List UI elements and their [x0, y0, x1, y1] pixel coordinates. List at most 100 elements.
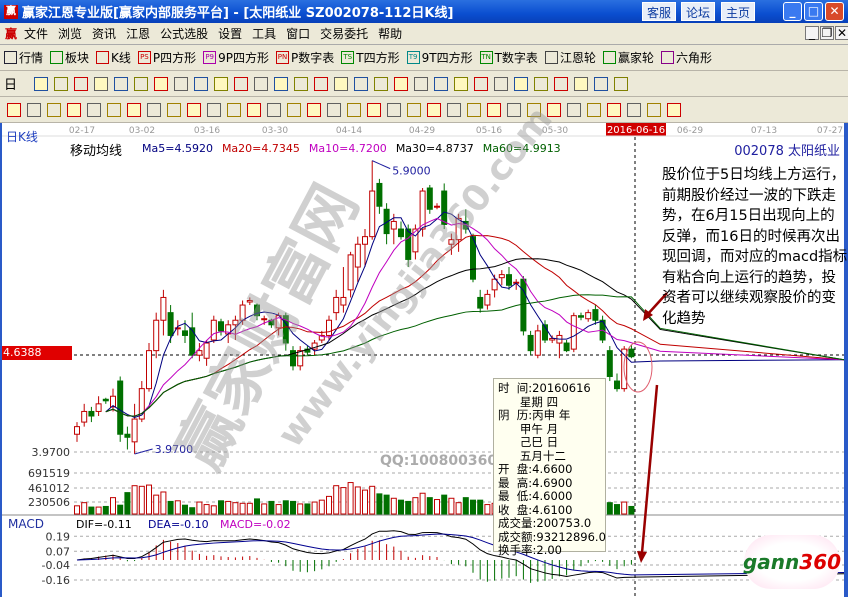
menu-window[interactable]: 窗口 — [286, 27, 311, 41]
tool-icon[interactable] — [647, 102, 661, 117]
tool-icon[interactable] — [374, 76, 389, 91]
tool-icon[interactable] — [74, 76, 89, 91]
toolbar-ts-button[interactable]: TS T四方形 — [341, 49, 400, 66]
tool-icon[interactable] — [367, 102, 381, 117]
tool-icon[interactable] — [627, 102, 641, 117]
tool-icon[interactable] — [34, 76, 49, 91]
menu-browse[interactable]: 浏览 — [58, 27, 83, 41]
tool-icon[interactable] — [447, 102, 461, 117]
tool-icon[interactable] — [534, 76, 549, 91]
tool-icon[interactable] — [387, 102, 401, 117]
menu-tools[interactable]: 工具 — [252, 27, 277, 41]
minimize-icon[interactable]: _ — [783, 2, 802, 21]
mdi-close-icon[interactable]: ✕ — [835, 26, 848, 40]
tool-icon[interactable] — [487, 102, 501, 117]
tool-icon[interactable] — [294, 76, 309, 91]
tool-icon[interactable] — [527, 102, 541, 117]
tool-icon[interactable] — [234, 76, 249, 91]
tool-icon[interactable] — [247, 102, 261, 117]
chart-canvas[interactable]: 02-17 03-02 03-16 03-30 04-14 04-29 05-16 05-30… — [2, 123, 844, 597]
toolbar-wheel2-button[interactable]: 赢家轮 — [602, 49, 654, 66]
tool-icon[interactable] — [454, 76, 469, 91]
tool-icon[interactable] — [467, 102, 481, 117]
tool-icon[interactable] — [434, 76, 449, 91]
tool-icon[interactable] — [94, 76, 109, 91]
tool-icon[interactable] — [127, 102, 141, 117]
tool-icon[interactable] — [494, 76, 509, 91]
toolbar-tn-button[interactable]: TN T数字表 — [479, 49, 538, 66]
tool-icon[interactable] — [394, 76, 409, 91]
tool-icon[interactable] — [307, 102, 321, 117]
tool-icon[interactable] — [214, 76, 229, 91]
homepage-button[interactable]: 主页 — [721, 2, 756, 21]
tool-icon[interactable] — [167, 102, 181, 117]
tool-icon[interactable] — [227, 102, 241, 117]
tool-icon[interactable] — [427, 102, 441, 117]
menu-news[interactable]: 资讯 — [92, 27, 117, 41]
tool-icon[interactable] — [414, 76, 429, 91]
toolbar-hexagon-button[interactable]: 六角形 — [660, 49, 712, 66]
tool-icon[interactable] — [514, 76, 529, 91]
tool-icon[interactable] — [47, 102, 61, 117]
tool-icon[interactable] — [134, 76, 149, 91]
tool-icon[interactable] — [67, 102, 81, 117]
tool-icon[interactable] — [107, 102, 121, 117]
toolbar-kline-button[interactable]: K线 — [96, 49, 131, 66]
tool-icon[interactable] — [614, 76, 629, 91]
tool-icon[interactable] — [407, 102, 421, 117]
menu-settings[interactable]: 设置 — [218, 27, 243, 41]
tool-icon[interactable] — [347, 102, 361, 117]
tool-icon[interactable] — [187, 102, 201, 117]
customer-service-button[interactable]: 客服 — [642, 2, 677, 21]
tool-icon[interactable] — [594, 76, 609, 91]
toolbar-ps-button[interactable]: PS P四方形 — [137, 49, 196, 66]
tool-icon[interactable] — [587, 102, 601, 117]
period-select[interactable]: 日 — [4, 78, 18, 93]
mdi-restore-icon[interactable]: ❐ — [820, 26, 834, 40]
toolbar-blocks-button[interactable]: 板块 — [50, 49, 89, 66]
tool-icon[interactable] — [147, 102, 161, 117]
tool-icon[interactable] — [7, 102, 21, 117]
tool-icon[interactable] — [554, 76, 569, 91]
menu-help[interactable]: 帮助 — [378, 27, 403, 41]
tool-icon[interactable] — [334, 76, 349, 91]
app-menu-icon[interactable]: 赢 — [5, 27, 18, 41]
kline-chart-panel[interactable]: 02-17 03-02 03-16 03-30 04-14 04-29 05-16 05-30… — [0, 123, 848, 597]
tool-icon[interactable] — [194, 76, 209, 91]
toolbar-p9-button[interactable]: P9 9P四方形 — [203, 49, 269, 66]
tool-icon[interactable] — [87, 102, 101, 117]
toolbar-grid-button[interactable]: 行情 — [4, 49, 43, 66]
forum-button[interactable]: 论坛 — [681, 2, 716, 21]
tool-icon[interactable] — [54, 76, 69, 91]
menu-gann[interactable]: 江恩 — [126, 27, 151, 41]
tool-icon[interactable] — [207, 102, 221, 117]
tool-icon[interactable] — [267, 102, 281, 117]
tool-icon[interactable] — [314, 76, 329, 91]
tool-icon[interactable] — [574, 76, 589, 91]
tool-icon[interactable] — [274, 76, 289, 91]
menu-file[interactable]: 文件 — [24, 27, 49, 41]
tool-icon[interactable] — [547, 102, 561, 117]
tool-icon[interactable] — [567, 102, 581, 117]
tool-icon[interactable] — [254, 76, 269, 91]
tool-icon[interactable] — [667, 102, 681, 117]
tool-icon[interactable] — [474, 76, 489, 91]
toolbar-t9-button[interactable]: T9 9T四方形 — [406, 49, 473, 66]
tool-icon[interactable] — [27, 102, 41, 117]
close-icon[interactable]: ✕ — [825, 2, 844, 21]
maximize-icon[interactable]: □ — [804, 2, 823, 21]
tool-icon[interactable] — [114, 76, 129, 91]
toolbar-pn-button[interactable]: PN P数字表 — [276, 49, 334, 66]
tool-icon[interactable] — [507, 102, 521, 117]
tool-icon[interactable] — [327, 102, 341, 117]
tool-icon[interactable] — [174, 76, 189, 91]
tool-icon[interactable] — [154, 76, 169, 91]
tool-icon[interactable] — [354, 76, 369, 91]
menu-formula[interactable]: 公式选股 — [160, 27, 209, 41]
tool-icon[interactable] — [287, 102, 301, 117]
mdi-minimize-icon[interactable]: _ — [805, 26, 819, 40]
menu-trade[interactable]: 交易委托 — [320, 27, 369, 41]
candle-body — [110, 395, 116, 408]
toolbar-wheel-button[interactable]: 江恩轮 — [544, 49, 596, 66]
tool-icon[interactable] — [607, 102, 621, 117]
